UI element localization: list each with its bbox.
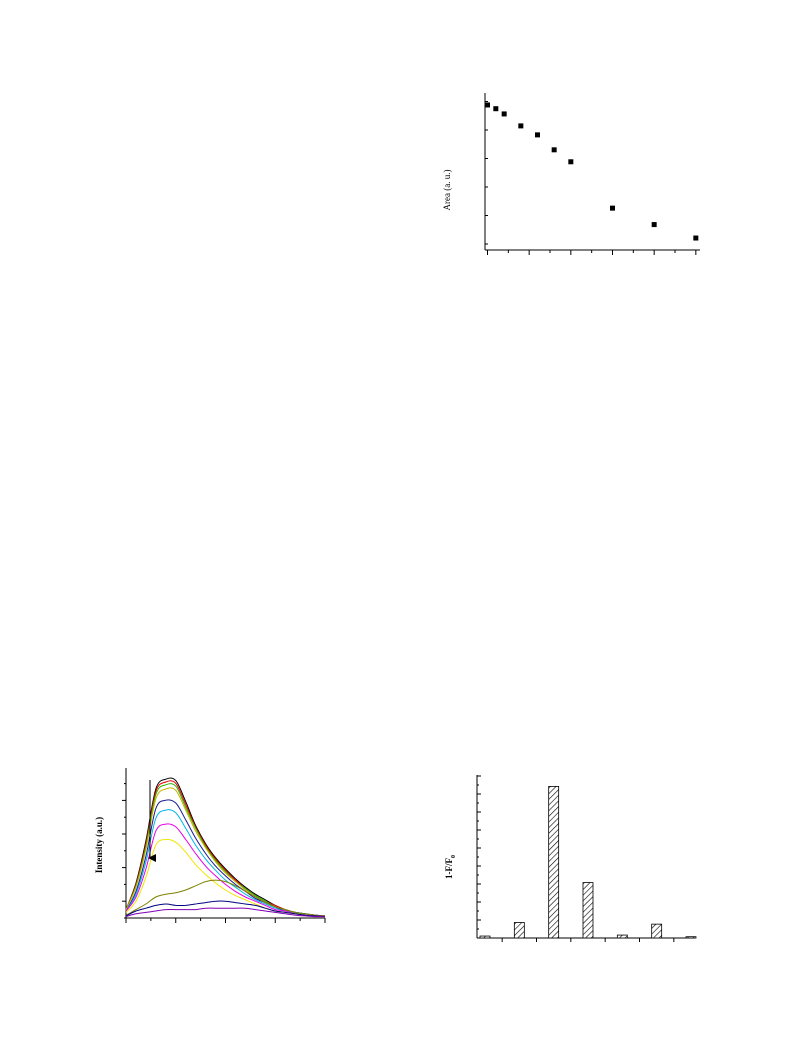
bar-4 [582,882,594,939]
area-scatter-chart: Area (a. u.) [442,93,700,255]
bar-1 [479,935,491,939]
bars [479,786,697,939]
y-ticks [485,101,488,245]
x-ticks [501,938,675,942]
y-axis-label: Intensity (a.u.) [94,817,104,873]
spectrum-line-9 [125,879,326,917]
data-point [610,205,615,211]
area-scatter-panel: Area (a. u.) [430,85,710,270]
data-point [493,106,499,112]
y-axis-label: Area (a. u.) [442,170,452,211]
x-ticks [125,918,326,923]
x-ticks [487,250,697,255]
bar-7 [685,936,697,939]
data-point [693,235,699,241]
quenching-bar-panel: 1-F/F0 [430,765,710,950]
y-axis-label: 1-F/F0 [444,855,457,879]
data-point [568,159,574,165]
data-points [485,102,699,241]
bar-5 [616,934,628,939]
spectrum-line-6 [125,809,326,917]
svg-text:1-F/F0: 1-F/F0 [444,855,457,879]
quenching-bar-chart: 1-F/F0 [444,775,697,942]
bar-6 [651,923,663,939]
data-point [651,222,657,228]
intensity-spectra-panel: Intensity (a.u.) [85,760,335,930]
y-ticks [477,775,481,939]
data-point [501,111,507,117]
bar-3 [548,786,560,939]
data-point [535,132,540,138]
data-point [518,123,524,129]
data-point [485,102,490,108]
spectrum-line-11 [125,907,326,918]
y-axis-label-subscript: 0 [451,855,457,858]
spectrum-line-3 [125,783,326,917]
bar-2 [513,922,525,939]
intensity-spectra-chart: Intensity (a.u.) [94,768,326,923]
spectra-lines [125,777,326,918]
y-ticks [122,783,126,919]
y-axis-label-main: 1-F/F [444,858,454,879]
spectrum-line-10 [125,900,326,918]
data-point [551,147,557,153]
spectrum-line-2 [125,780,326,917]
